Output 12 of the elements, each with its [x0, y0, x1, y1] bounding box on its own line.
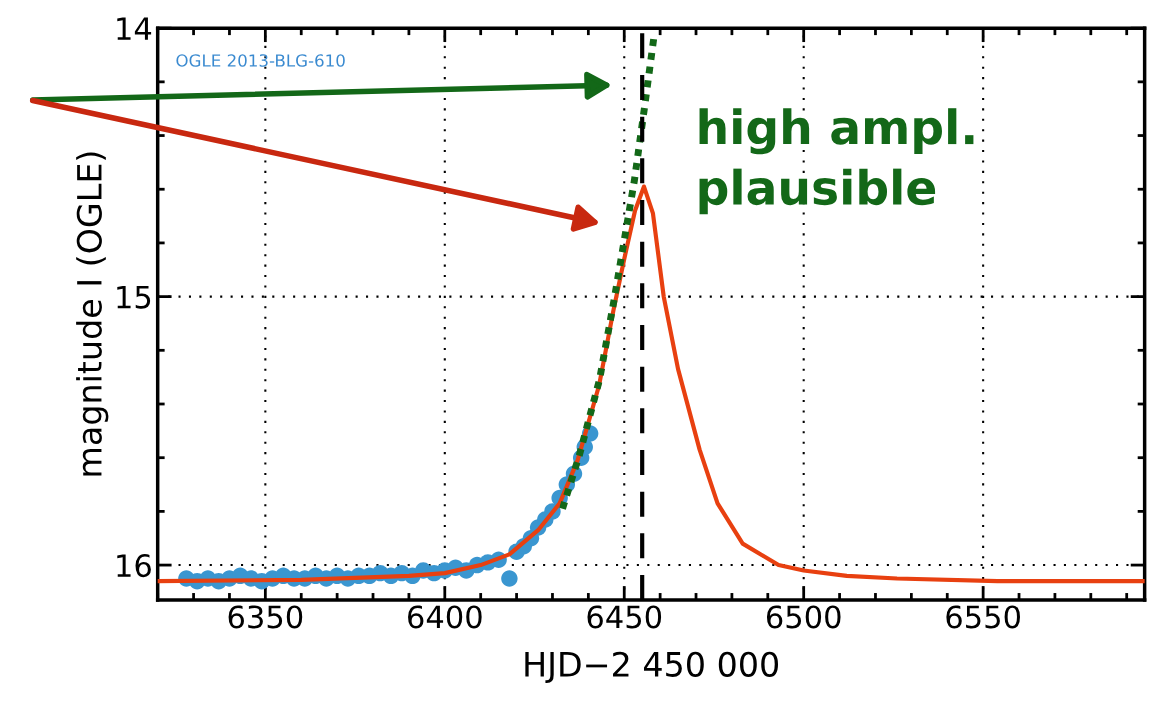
x-tick-label: 6450: [587, 605, 662, 629]
y-axis-title: magnitude I (OGLE): [76, 152, 109, 476]
x-tick-label: 6350: [228, 605, 303, 629]
x-tick-label: 6550: [946, 605, 1020, 629]
y-tick-label: 16: [117, 554, 151, 578]
annotation: high ampl. plausible: [699, 108, 974, 215]
y-tick-label: 15: [117, 285, 151, 309]
y-tick-label: 14: [117, 17, 152, 40]
annotation: OGLE 2013-BLG-610: [176, 54, 345, 67]
x-tick-label: 6500: [766, 605, 841, 629]
x-axis-title: HJD−2 450 000: [525, 651, 779, 684]
x-tick-label: 6400: [408, 605, 482, 629]
